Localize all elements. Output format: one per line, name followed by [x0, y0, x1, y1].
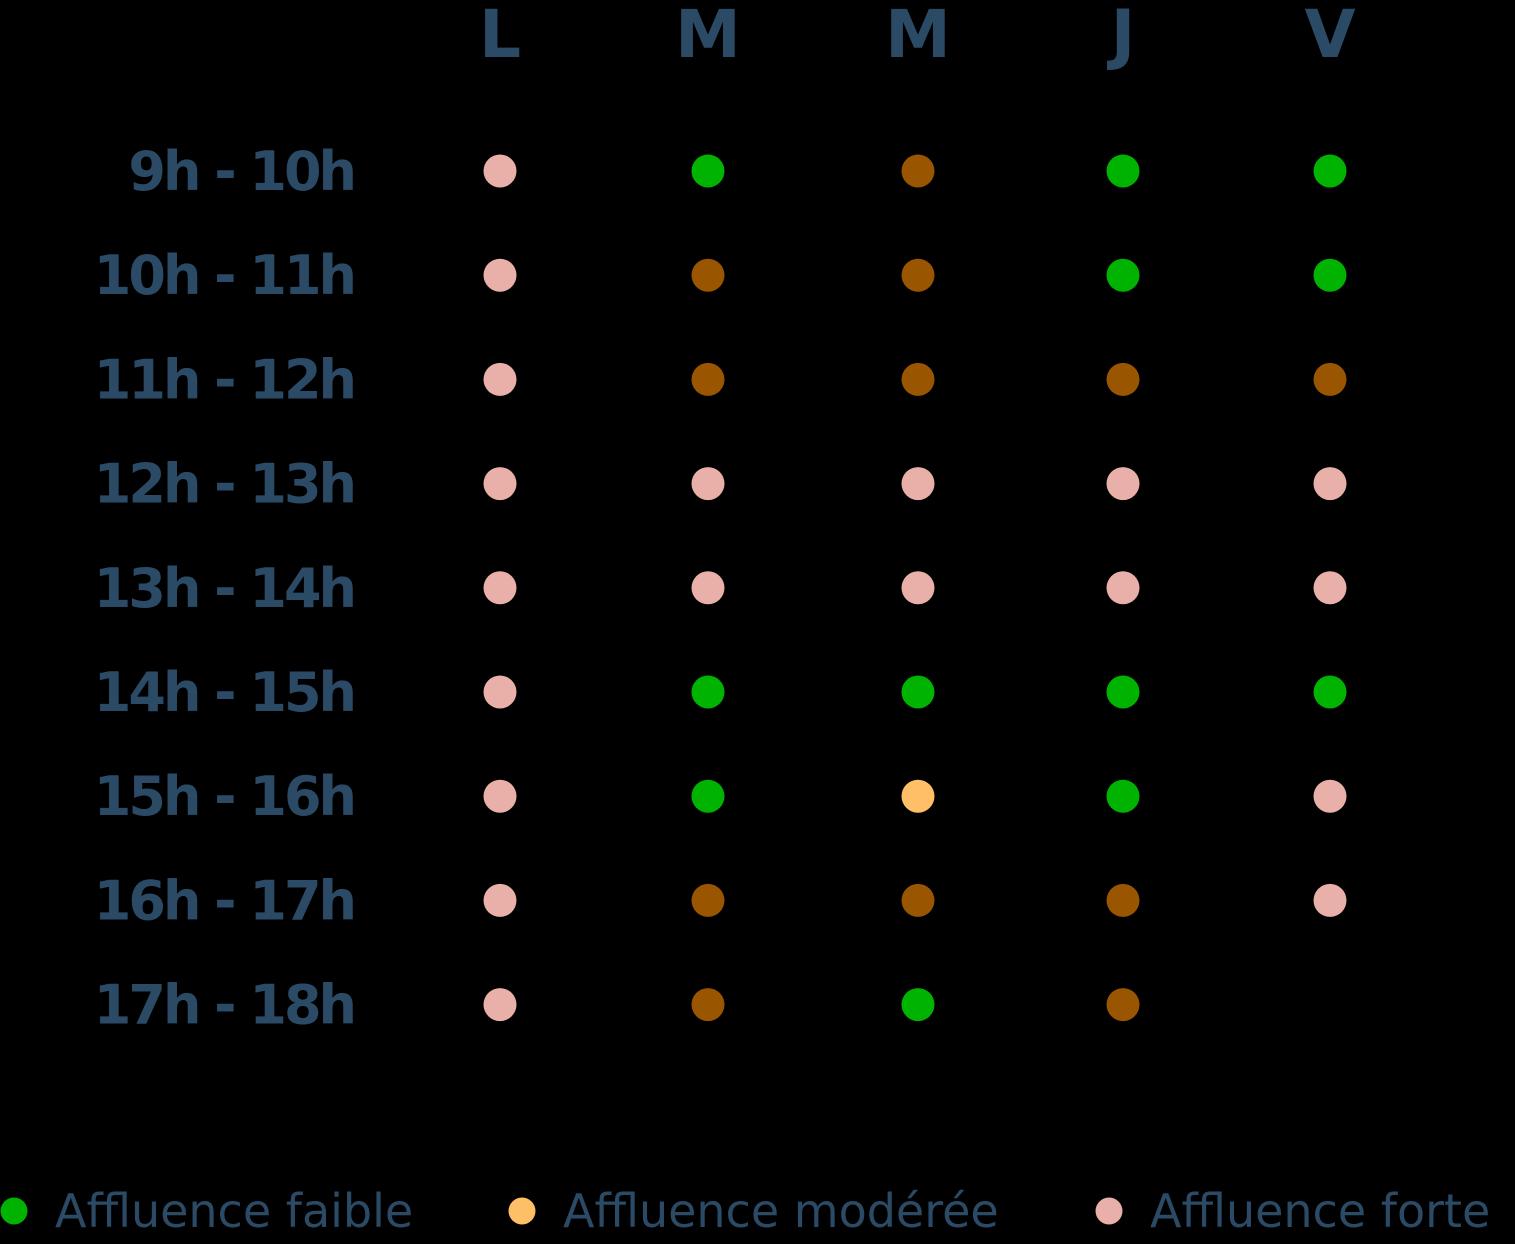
time-slot-label-6: 15h - 16h [94, 765, 354, 828]
day-header-3: J [1107, 0, 1136, 73]
affluence-dot-forte [1313, 467, 1347, 501]
legend: Affluence faible Affluence modérée Affluen… [0, 1184, 1490, 1238]
legend-dot-forte [1095, 1197, 1123, 1225]
affluence-dot-forte [483, 675, 517, 709]
time-slot-label-7: 16h - 17h [94, 869, 354, 932]
affluence-dot-faible [1313, 675, 1347, 709]
legend-item-moderee: Affluence modérée [508, 1184, 999, 1238]
affluence-dots [483, 154, 1347, 1022]
day-header-1: M [675, 0, 741, 73]
affluence-dot-faible [901, 675, 935, 709]
affluence-dot-dark [691, 988, 725, 1022]
time-slot-label-3: 12h - 13h [94, 453, 354, 516]
affluence-dot-dark [1106, 988, 1140, 1022]
affluence-dot-dark [901, 362, 935, 396]
affluence-dot-faible [1106, 675, 1140, 709]
affluence-dot-forte [1313, 779, 1347, 813]
affluence-dot-faible [691, 779, 725, 813]
legend-label-faible: Affluence faible [55, 1184, 413, 1238]
affluence-dot-forte [1313, 883, 1347, 917]
affluence-dot-forte [483, 988, 517, 1022]
affluence-dot-dark [901, 883, 935, 917]
affluence-dot-forte [1106, 467, 1140, 501]
affluence-dot-dark [1106, 362, 1140, 396]
legend-item-faible: Affluence faible [0, 1184, 413, 1238]
affluence-dot-faible [1313, 258, 1347, 292]
affluence-dot-forte [483, 779, 517, 813]
affluence-dot-forte [901, 571, 935, 605]
day-header-4: V [1304, 0, 1355, 73]
affluence-dot-forte [901, 467, 935, 501]
affluence-dot-faible [691, 675, 725, 709]
affluence-dot-faible [1313, 154, 1347, 188]
affluence-dot-forte [483, 883, 517, 917]
affluence-dot-dark [691, 258, 725, 292]
legend-dot-faible [0, 1197, 28, 1225]
affluence-dot-faible [1106, 779, 1140, 813]
affluence-dot-forte [1106, 571, 1140, 605]
affluence-dot-forte [483, 154, 517, 188]
affluence-dot-dark [691, 362, 725, 396]
affluence-dot-faible [1106, 154, 1140, 188]
affluence-dot-dark [901, 258, 935, 292]
legend-dot-moderee [508, 1197, 536, 1225]
affluence-dot-dark [691, 883, 725, 917]
time-slot-label-4: 13h - 14h [94, 557, 354, 620]
time-slot-labels: 9h - 10h 10h - 11h 11h - 12h 12h - 13h 13h -… [94, 140, 357, 1037]
affluence-dot-forte [1313, 571, 1347, 605]
affluence-dot-faible [1106, 258, 1140, 292]
legend-item-forte: Affluence forte [1095, 1184, 1490, 1238]
affluence-dot-forte [483, 467, 517, 501]
affluence-dot-forte [483, 258, 517, 292]
time-slot-label-5: 14h - 15h [94, 661, 354, 724]
affluence-dot-faible [691, 154, 725, 188]
affluence-dot-forte [483, 362, 517, 396]
time-slot-label-2: 11h - 12h [94, 348, 354, 411]
affluence-dot-faible [901, 988, 935, 1022]
time-slot-label-0: 9h - 10h [128, 140, 354, 203]
time-slot-label-8: 17h - 18h [94, 974, 354, 1037]
day-header-0: L [479, 0, 521, 73]
affluence-dot-forte [691, 467, 725, 501]
legend-label-moderee: Affluence modérée [563, 1184, 999, 1238]
time-slot-label-1: 10h - 11h [94, 244, 354, 307]
affluence-dot-forte [483, 571, 517, 605]
affluence-dot-forte [691, 571, 725, 605]
day-header-2: M [885, 0, 951, 73]
legend-label-forte: Affluence forte [1150, 1184, 1490, 1238]
affluence-dot-dark [1106, 883, 1140, 917]
affluence-dot-dark [901, 154, 935, 188]
affluence-dot-moderee [901, 779, 935, 813]
affluence-dot-dark [1313, 362, 1347, 396]
